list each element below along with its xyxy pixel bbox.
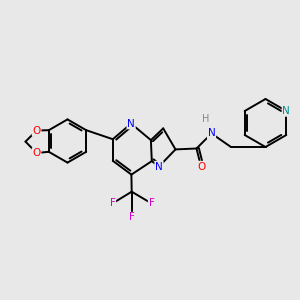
Text: F: F (129, 212, 135, 223)
Text: N: N (127, 118, 135, 129)
Text: H: H (202, 113, 209, 124)
Text: N: N (208, 128, 215, 139)
Text: O: O (32, 125, 41, 136)
Text: F: F (110, 198, 116, 208)
Text: N: N (155, 161, 163, 172)
Text: N: N (282, 106, 290, 116)
Text: O: O (197, 161, 205, 172)
Text: O: O (32, 148, 41, 158)
Text: F: F (148, 198, 154, 208)
